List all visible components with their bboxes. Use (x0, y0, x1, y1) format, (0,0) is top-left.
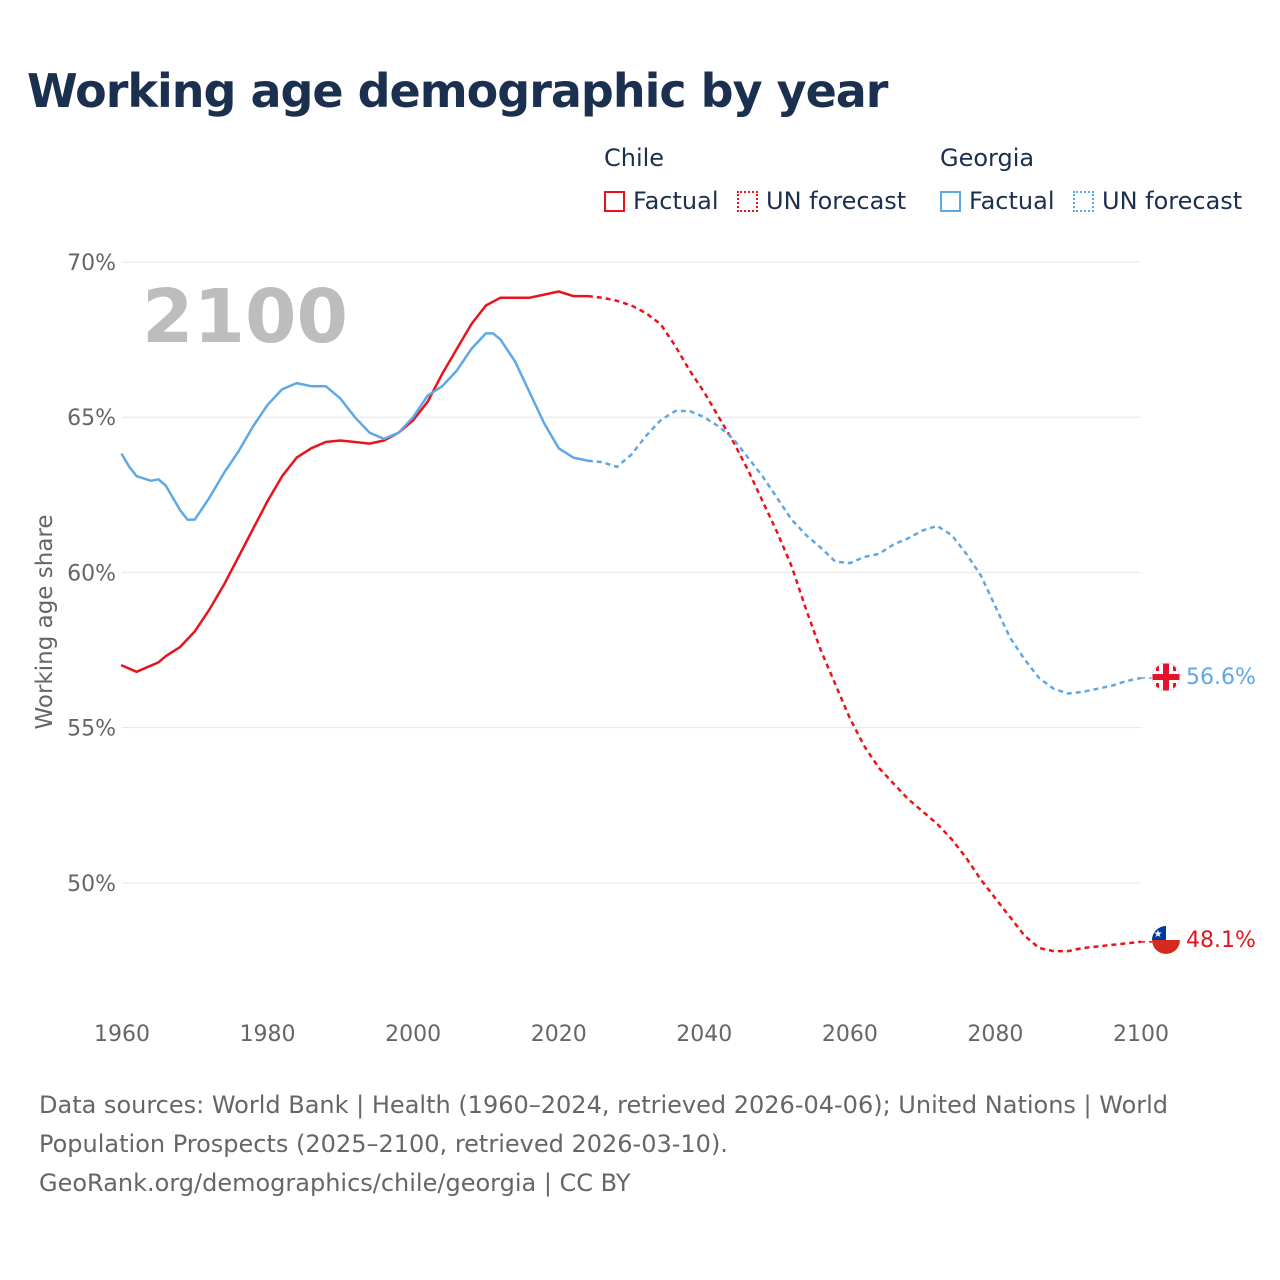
chart-title: Working age demographic by year (27, 64, 888, 118)
legend-solid-swatch-icon (940, 190, 961, 212)
series-line-georgia-forecast (587, 409, 1142, 695)
x-tick-label: 1960 (94, 1022, 150, 1047)
georgia-flag-icon (1151, 662, 1181, 692)
footer-line: Data sources: World Bank | Health (1960–… (39, 1091, 1169, 1119)
legend-dotted-swatch-icon (737, 190, 758, 212)
legend-chile-factual[interactable]: Factual (604, 186, 719, 216)
legend-label: UN forecast (766, 187, 907, 215)
year-watermark: 2100 (142, 274, 348, 360)
legend-chile-title: Chile (604, 144, 665, 172)
x-tick-label: 2080 (967, 1022, 1023, 1047)
x-tick-label: 2060 (822, 1022, 878, 1047)
y-tick-label: 70% (67, 251, 116, 276)
series-line-chile-forecast (587, 294, 1142, 953)
series-line-chile-factual (120, 290, 590, 674)
x-tick-label: 2020 (531, 1022, 587, 1047)
y-tick-label: 50% (67, 872, 116, 897)
y-axis-label: Working age share (32, 514, 58, 729)
end-label-georgia: 56.6% (1186, 665, 1256, 690)
legend-chile-forecast[interactable]: UN forecast (737, 186, 906, 216)
x-tick-label: 1980 (240, 1022, 296, 1047)
x-tick-label: 2040 (676, 1022, 732, 1047)
svg-text:★: ★ (1154, 929, 1163, 940)
y-tick-label: 60% (67, 561, 116, 586)
legend-georgia-title: Georgia (940, 144, 1035, 172)
x-tick-label: 2100 (1113, 1022, 1169, 1047)
legend-georgia-factual[interactable]: Factual (940, 186, 1055, 216)
legend-label: Factual (633, 187, 719, 215)
series-line-georgia-factual (120, 332, 590, 521)
line-chart: 50% 55% 60% 65% 70% 1960 1980 2000 2020 2040 2060 2… (32, 251, 1256, 1047)
footer-sources: Data sources: World Bank | Health (1960–… (39, 1086, 1239, 1203)
y-tick-label: 65% (67, 406, 116, 431)
x-tick-label: 2000 (385, 1022, 441, 1047)
y-tick-label: 55% (67, 717, 116, 742)
chile-flag-icon: ★ (1152, 926, 1180, 954)
end-label-chile: 48.1% (1186, 928, 1256, 953)
legend-georgia-forecast[interactable]: UN forecast (1073, 186, 1242, 216)
legend-label: UN forecast (1102, 187, 1243, 215)
footer-line: Population Prospects (2025–2100, retriev… (39, 1130, 728, 1158)
footer-line: GeoRank.org/demographics/chile/georgia |… (39, 1169, 631, 1197)
legend-label: Factual (969, 187, 1055, 215)
legend-solid-swatch-icon (604, 190, 625, 212)
legend-dotted-swatch-icon (1073, 190, 1094, 212)
